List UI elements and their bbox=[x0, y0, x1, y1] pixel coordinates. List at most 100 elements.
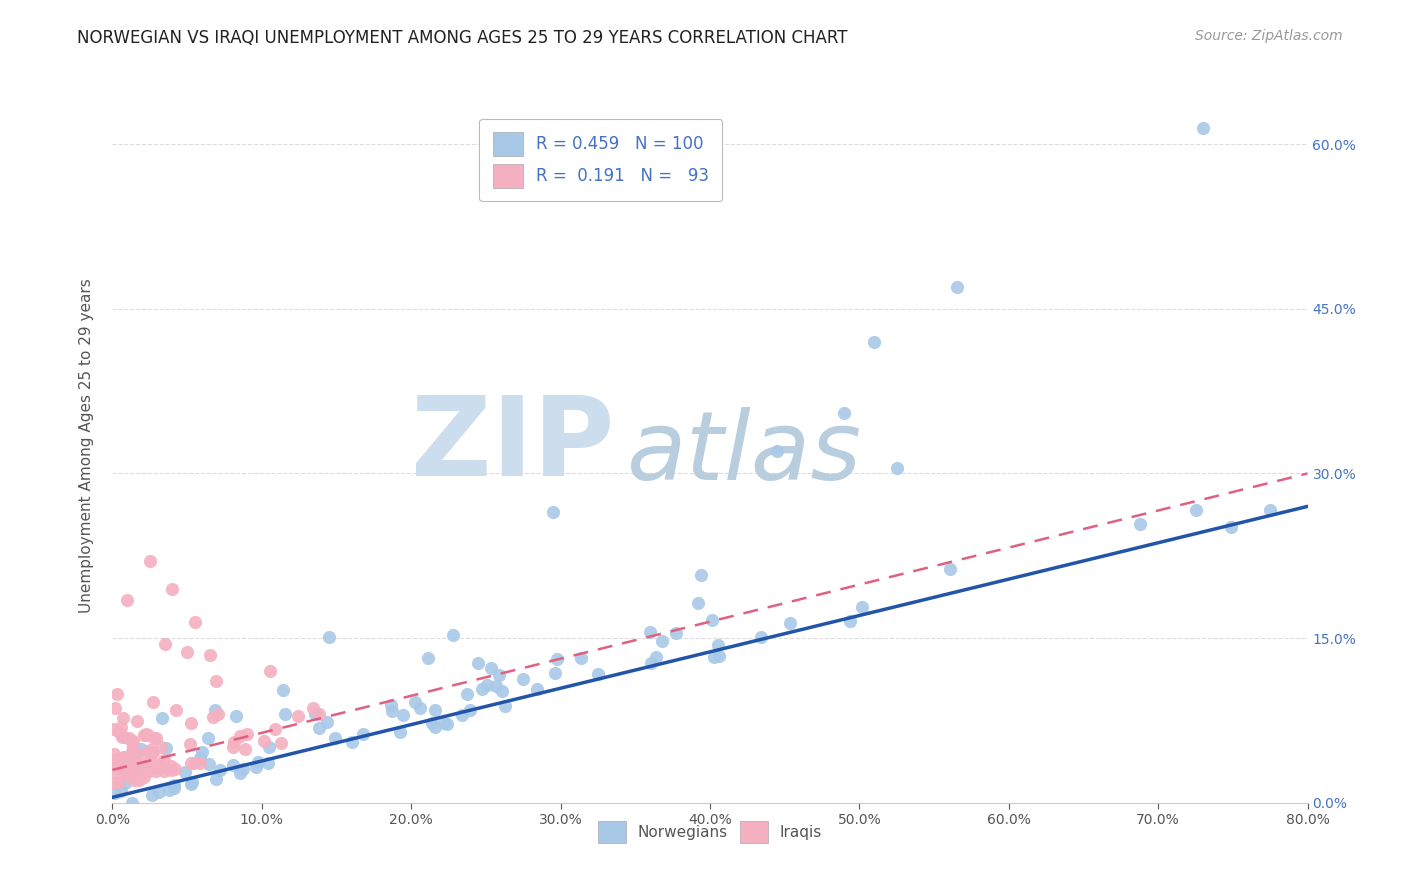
Point bbox=[105, 756, 128, 771]
Point bbox=[526, 681, 548, 696]
Point bbox=[145, 764, 167, 779]
Point bbox=[148, 756, 170, 771]
Point bbox=[103, 747, 125, 761]
Point bbox=[638, 625, 661, 640]
Point bbox=[380, 705, 402, 719]
Point bbox=[162, 582, 183, 596]
Point bbox=[456, 687, 478, 701]
Point bbox=[163, 762, 186, 776]
Point bbox=[165, 703, 187, 717]
Point bbox=[135, 727, 157, 741]
Point bbox=[222, 758, 245, 772]
Point bbox=[229, 765, 252, 780]
Point bbox=[259, 739, 281, 754]
Point bbox=[939, 561, 962, 575]
Point bbox=[138, 764, 160, 779]
Point bbox=[467, 656, 489, 670]
Point bbox=[118, 765, 141, 780]
Point bbox=[127, 714, 149, 729]
Point bbox=[141, 788, 163, 802]
Point bbox=[197, 731, 219, 745]
Point bbox=[142, 695, 165, 709]
Point bbox=[304, 706, 326, 721]
Point bbox=[153, 764, 176, 778]
Point bbox=[129, 761, 152, 775]
Point bbox=[205, 772, 228, 786]
Point bbox=[702, 613, 724, 627]
Point bbox=[128, 772, 150, 787]
Point bbox=[451, 708, 474, 723]
Point bbox=[142, 761, 165, 775]
Point bbox=[235, 726, 257, 740]
Point bbox=[225, 709, 247, 723]
Point bbox=[404, 694, 426, 708]
Point bbox=[479, 661, 502, 675]
Point bbox=[423, 721, 446, 735]
Point bbox=[651, 633, 673, 648]
Point bbox=[945, 280, 967, 294]
Point bbox=[139, 747, 162, 761]
Point bbox=[389, 725, 412, 739]
Point bbox=[132, 727, 155, 741]
Point bbox=[127, 762, 149, 776]
Point bbox=[779, 615, 801, 630]
Point bbox=[138, 745, 160, 759]
Point bbox=[544, 665, 567, 680]
Point bbox=[1129, 516, 1152, 531]
Point bbox=[246, 755, 269, 769]
Point bbox=[477, 678, 499, 692]
Point bbox=[121, 796, 143, 810]
Point bbox=[160, 763, 183, 777]
Point bbox=[222, 739, 245, 754]
Point bbox=[183, 756, 205, 771]
Point bbox=[323, 731, 346, 746]
Point bbox=[155, 740, 177, 755]
Point bbox=[834, 406, 856, 420]
Point bbox=[391, 707, 413, 722]
Point bbox=[259, 665, 281, 679]
Point bbox=[709, 648, 731, 663]
Point bbox=[571, 651, 593, 665]
Point bbox=[190, 756, 212, 771]
Point bbox=[112, 730, 135, 744]
Point bbox=[494, 699, 516, 714]
Point bbox=[104, 753, 127, 767]
Point bbox=[163, 779, 186, 793]
Point bbox=[132, 747, 155, 761]
Point bbox=[120, 750, 142, 764]
Point bbox=[766, 444, 789, 458]
Point bbox=[287, 709, 309, 723]
Point bbox=[103, 776, 125, 790]
Point bbox=[208, 764, 231, 778]
Point bbox=[104, 700, 127, 714]
Point bbox=[707, 638, 730, 652]
Point bbox=[129, 742, 152, 756]
Point bbox=[886, 461, 908, 475]
Point bbox=[270, 736, 292, 750]
Point bbox=[159, 783, 181, 797]
Point bbox=[150, 711, 173, 725]
Point bbox=[586, 667, 609, 681]
Point bbox=[749, 630, 772, 644]
Point bbox=[148, 785, 170, 799]
Point bbox=[112, 749, 135, 764]
Point bbox=[180, 777, 202, 791]
Point bbox=[420, 715, 443, 730]
Point bbox=[222, 734, 245, 748]
Point bbox=[115, 758, 138, 772]
Point bbox=[308, 721, 330, 735]
Point bbox=[273, 683, 295, 698]
Text: NORWEGIAN VS IRAQI UNEMPLOYMENT AMONG AGES 25 TO 29 YEARS CORRELATION CHART: NORWEGIAN VS IRAQI UNEMPLOYMENT AMONG AG… bbox=[77, 29, 848, 46]
Point bbox=[485, 679, 508, 693]
Point bbox=[318, 630, 340, 644]
Point bbox=[115, 764, 138, 779]
Point bbox=[176, 645, 198, 659]
Point bbox=[1220, 519, 1243, 533]
Point bbox=[104, 786, 127, 800]
Point bbox=[433, 716, 456, 731]
Point bbox=[541, 505, 564, 519]
Text: ZIP: ZIP bbox=[411, 392, 614, 500]
Point bbox=[121, 757, 143, 772]
Point bbox=[686, 596, 709, 610]
Point bbox=[153, 637, 176, 651]
